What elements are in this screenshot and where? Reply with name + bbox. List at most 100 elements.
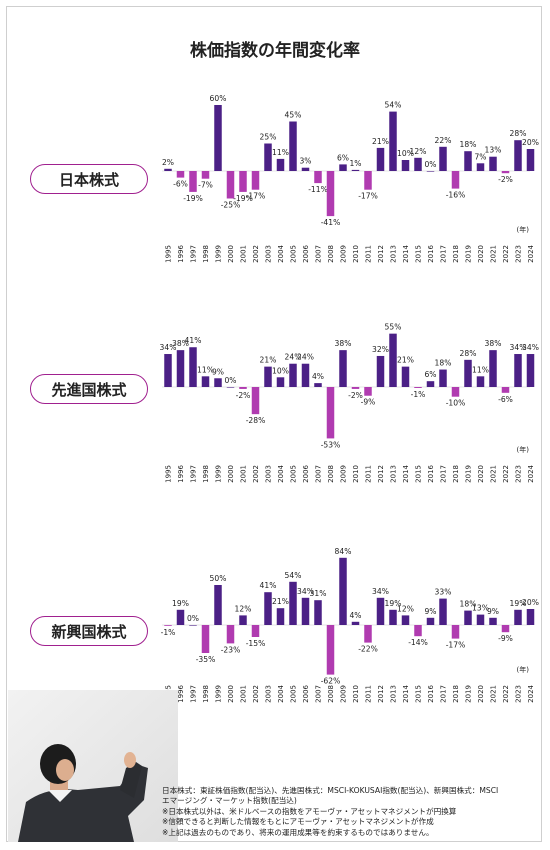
data-label: 20% xyxy=(522,598,539,607)
year-tick-label: 2019 xyxy=(465,685,473,703)
bar xyxy=(289,363,297,387)
data-label: 6% xyxy=(337,153,349,162)
bar xyxy=(439,598,447,625)
data-label: 34% xyxy=(160,343,177,352)
year-tick-label: 2004 xyxy=(277,684,285,702)
bar xyxy=(314,600,322,625)
bar xyxy=(389,111,397,171)
data-label: 3% xyxy=(299,157,311,166)
year-tick-label: 2017 xyxy=(440,465,448,483)
year-tick-label: 2008 xyxy=(327,465,335,483)
bar xyxy=(401,366,410,387)
data-label: 22% xyxy=(435,136,452,145)
bar xyxy=(501,171,510,174)
bar xyxy=(326,171,335,217)
bar xyxy=(339,557,347,625)
year-tick-label: 2000 xyxy=(227,685,235,703)
year-tick-label: 2011 xyxy=(365,465,373,483)
data-label: 38% xyxy=(172,339,189,348)
bar xyxy=(439,369,447,387)
footnote-line: ※日本株式以外は、米ドルベースの指数をアモーヴァ・アセットマネジメントが円換算 xyxy=(162,806,457,816)
bar xyxy=(251,625,260,637)
year-tick-label: 2006 xyxy=(302,244,310,262)
year-tick-label: 2005 xyxy=(290,685,298,703)
bar xyxy=(339,350,347,387)
bar xyxy=(164,354,172,387)
data-label: 11% xyxy=(197,365,214,374)
bar xyxy=(426,171,435,172)
bar xyxy=(514,609,522,625)
bar xyxy=(364,625,372,643)
year-tick-label: 2022 xyxy=(502,245,510,263)
year-tick-label: 2021 xyxy=(490,685,498,703)
year-unit-label: (年) xyxy=(517,225,530,234)
data-label: 20% xyxy=(522,138,539,147)
year-tick-label: 1997 xyxy=(190,685,198,703)
data-label: 9% xyxy=(487,607,499,616)
year-tick-label: 2002 xyxy=(252,245,260,263)
data-label: 11% xyxy=(272,148,289,157)
bar xyxy=(239,615,247,625)
bar xyxy=(351,387,360,389)
bar xyxy=(476,614,485,625)
year-tick-label: 2009 xyxy=(340,465,348,483)
year-tick-label: 2017 xyxy=(440,685,448,703)
year-tick-label: 2010 xyxy=(352,465,360,483)
data-label: 25% xyxy=(260,133,277,142)
bar xyxy=(289,121,297,171)
year-tick-label: 2021 xyxy=(490,465,498,483)
year-tick-label: 2020 xyxy=(477,465,485,483)
data-label: 24% xyxy=(285,353,302,362)
data-label: 28% xyxy=(510,129,527,138)
page-frame xyxy=(6,6,542,842)
year-tick-label: 1998 xyxy=(202,465,210,483)
year-tick-label: 2011 xyxy=(365,685,373,703)
year-tick-label: 2004 xyxy=(277,464,285,482)
data-label: 31% xyxy=(310,589,327,598)
bar xyxy=(276,608,285,625)
data-label: -6% xyxy=(498,395,513,404)
year-tick-label: 2017 xyxy=(440,245,448,263)
bar xyxy=(226,171,235,199)
bar xyxy=(351,621,360,625)
bar xyxy=(501,625,510,633)
bar xyxy=(401,615,410,625)
year-tick-label: 2012 xyxy=(377,245,385,263)
bar xyxy=(451,171,460,189)
year-tick-label: 2013 xyxy=(390,685,398,703)
data-label: -2% xyxy=(236,391,251,400)
footnote-line: エマージング・マーケット指数(配当込) xyxy=(162,796,297,806)
year-tick-label: 2003 xyxy=(265,245,273,263)
data-label: 18% xyxy=(460,600,477,609)
data-label: -6% xyxy=(173,180,188,189)
year-tick-label: 2018 xyxy=(452,245,460,263)
year-tick-label: 2024 xyxy=(527,684,535,702)
year-tick-label: 2010 xyxy=(352,685,360,703)
year-tick-label: 2007 xyxy=(315,465,323,483)
data-label: 6% xyxy=(424,370,436,379)
bar xyxy=(526,149,535,171)
year-tick-label: 2006 xyxy=(302,464,310,482)
year-tick-label: 1996 xyxy=(177,244,185,262)
data-label: 45% xyxy=(285,111,302,120)
year-tick-label: 2010 xyxy=(352,245,360,263)
bar xyxy=(276,377,285,387)
data-label: 34% xyxy=(522,343,539,352)
bar xyxy=(189,347,197,387)
data-label: 41% xyxy=(185,336,202,345)
year-tick-label: 2013 xyxy=(390,465,398,483)
year-tick-label: 2003 xyxy=(265,465,273,483)
year-tick-label: 2001 xyxy=(240,685,248,703)
data-label: 2% xyxy=(162,158,174,167)
year-tick-label: 2005 xyxy=(290,245,298,263)
bar xyxy=(426,381,435,387)
data-label: 50% xyxy=(210,574,227,583)
data-label: -19% xyxy=(233,194,253,203)
bar xyxy=(201,625,210,653)
year-tick-label: 2015 xyxy=(415,245,423,263)
bar xyxy=(464,151,472,171)
bar xyxy=(239,387,247,389)
year-tick-label: 1997 xyxy=(190,245,198,263)
year-tick-label: 1995 xyxy=(165,245,173,263)
bar xyxy=(414,157,422,171)
